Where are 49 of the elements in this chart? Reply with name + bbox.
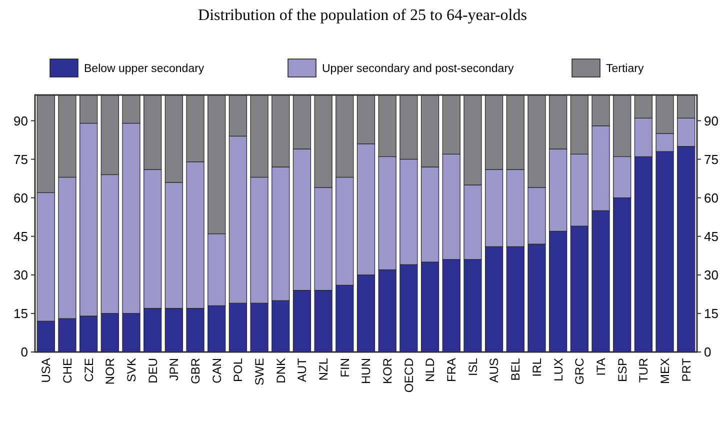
y2-tick-label: 0 bbox=[704, 344, 712, 360]
x-tick-label: POL bbox=[231, 358, 246, 382]
y2-tick-label: 30 bbox=[704, 267, 718, 282]
x-tick-label: AUT bbox=[295, 357, 310, 382]
y2-tick-label: 60 bbox=[704, 190, 718, 206]
x-tick-label: IRL bbox=[530, 358, 544, 377]
x-tick-label: LUX bbox=[551, 358, 566, 382]
x-tick-label: ITA bbox=[594, 358, 608, 376]
x-tick-label: HUN bbox=[359, 358, 374, 384]
x-tick-label: DNK bbox=[274, 358, 288, 384]
x-tick-label: GBR bbox=[188, 358, 202, 384]
x-tick-label: FRA bbox=[444, 358, 459, 382]
x-tick-label: CZE bbox=[82, 358, 96, 382]
y2-tick-label: 90 bbox=[704, 113, 718, 128]
x-tick-label: SWE bbox=[252, 358, 266, 386]
x-tick-label: ESP bbox=[615, 358, 630, 382]
x-tick-label: OECD bbox=[402, 358, 416, 393]
y-tick-label: 45 bbox=[14, 228, 28, 244]
x-tick-label: TUR bbox=[636, 358, 651, 383]
legend-label: Below upper secondary bbox=[84, 63, 204, 75]
y2-tick-label: 45 bbox=[704, 228, 718, 244]
legend-label: Upper secondary and post-secondary bbox=[322, 63, 514, 75]
y2-tick-label: 15 bbox=[704, 306, 718, 321]
x-tick-label: NOR bbox=[103, 358, 118, 385]
x-tick-label: NZL bbox=[316, 358, 331, 381]
y-tick-label: 90 bbox=[14, 113, 28, 128]
y-tick-label: 60 bbox=[14, 190, 28, 206]
x-tick-label: AUS bbox=[487, 358, 502, 383]
x-tick-label: USA bbox=[39, 358, 54, 383]
y2-tick-label: 75 bbox=[704, 152, 718, 167]
y-tick-label: 0 bbox=[20, 344, 28, 360]
x-tick-label: BEL bbox=[508, 358, 523, 381]
chart-title: Distribution of the population of 25 to 64-year-olds bbox=[198, 7, 527, 24]
x-tick-label: SVK bbox=[124, 358, 138, 382]
x-tick-label: CAN bbox=[210, 358, 224, 384]
y-tick-label: 30 bbox=[14, 267, 28, 282]
x-tick-label: CHE bbox=[60, 358, 74, 384]
y-tick-label: 75 bbox=[14, 152, 28, 167]
x-tick-label: JPN bbox=[167, 358, 182, 381]
y-tick-label: 15 bbox=[14, 306, 28, 321]
x-tick-label: FIN bbox=[338, 358, 352, 378]
x-tick-label: MEX bbox=[658, 358, 672, 384]
x-tick-label: NLD bbox=[423, 358, 438, 382]
x-tick-label: DEU bbox=[146, 358, 160, 384]
x-tick-label: GRC bbox=[572, 358, 587, 385]
x-tick-label: KOR bbox=[380, 358, 395, 384]
x-tick-label: ISL bbox=[466, 358, 480, 376]
x-tick-label: PRT bbox=[679, 357, 694, 382]
legend-label: Tertiary bbox=[606, 63, 644, 75]
